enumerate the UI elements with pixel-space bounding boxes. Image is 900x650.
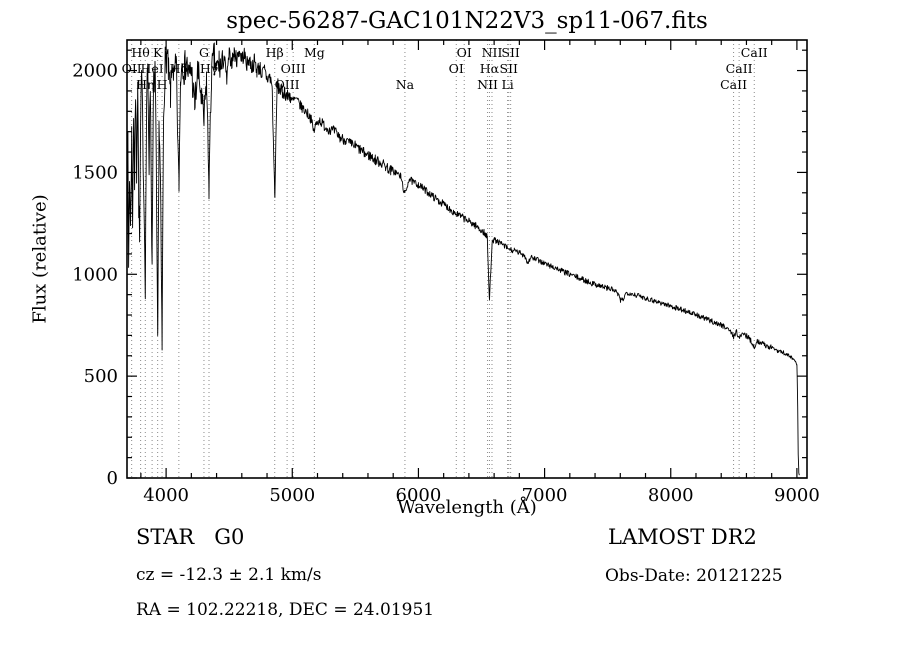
x-tick-label: 9000 [774, 485, 820, 506]
y-tick-label: 1000 [72, 264, 118, 285]
spectral-line-label: NII [482, 45, 503, 60]
y-tick-label: 2000 [72, 61, 118, 82]
spectral-line-label: SII [500, 61, 519, 76]
spectral-line-label: Hα [480, 61, 500, 76]
x-tick-label: 7000 [522, 485, 568, 506]
x-axis-label: Wavelength (Å) [397, 497, 537, 518]
spectral-line-label: SII [501, 45, 520, 60]
spectral-line-label: OIII [281, 61, 306, 76]
survey-label: LAMOST DR2 [608, 525, 757, 549]
spectral-line-label: CaII [741, 45, 768, 60]
spectral-line-label: OII [122, 61, 142, 76]
obs-date-value: Obs-Date: 20121225 [605, 566, 783, 586]
plot-frame [126, 39, 808, 479]
spectral-line-label: Na [396, 77, 415, 92]
y-tick-label: 500 [84, 366, 118, 387]
x-tick-label: 8000 [648, 485, 694, 506]
spectral-line-label: Hβ [266, 45, 284, 60]
x-tick-label: 4000 [143, 485, 189, 506]
x-tick-label: 5000 [269, 485, 315, 506]
spectrum-path [126, 42, 800, 476]
spectral-line-label: OI [457, 45, 472, 60]
spectral-line-label: Hη [136, 77, 154, 92]
y-tick-label: 1500 [72, 162, 118, 183]
spectral-line-label: CaII [720, 77, 747, 92]
spectral-line-label: HeI [140, 61, 163, 76]
spectral-line-label: CaII [726, 61, 753, 76]
spectral-line-label: Mg [304, 45, 325, 60]
spectral-line-label: NII [477, 77, 498, 92]
object-class-label: STAR G0 [136, 525, 245, 549]
plot-title: spec-56287-GAC101N22V3_sp11-067.fits [226, 8, 708, 34]
spectral-line-label: Li [501, 77, 513, 92]
cz-value: cz = -12.3 ± 2.1 km/s [136, 565, 322, 585]
spectral-line-label: K [153, 45, 163, 60]
y-axis-label: Flux (relative) [29, 194, 51, 324]
spectral-line-label: Hδ [170, 61, 188, 76]
y-tick-label: 0 [107, 468, 118, 489]
spectral-line-label: H [157, 77, 168, 92]
spectral-line-label: G [199, 45, 209, 60]
spectral-line-label: Hθ [131, 45, 149, 60]
spectral-line-label: Hγ [200, 61, 218, 76]
spectral-line-label: OI [449, 61, 464, 76]
coordinates-value: RA = 102.22218, DEC = 24.01951 [136, 600, 435, 620]
x-tick-label: 6000 [396, 485, 442, 506]
